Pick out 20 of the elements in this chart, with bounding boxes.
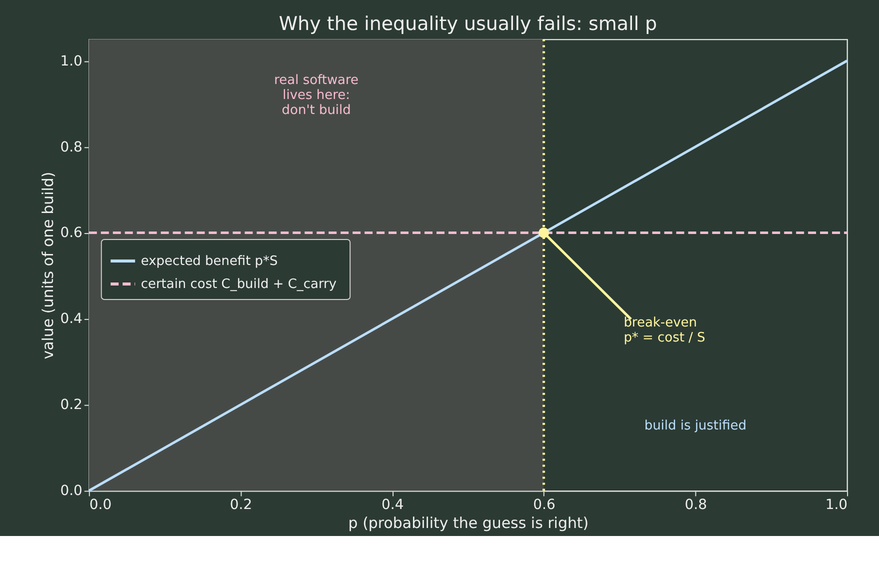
x-axis-title: p (probability the guess is right)	[348, 514, 589, 532]
x-tick-label: 0.2	[230, 497, 252, 514]
annotation: build is justified	[644, 418, 746, 434]
legend-label: certain cost C_build + C_carry	[140, 276, 337, 292]
x-tick-label: 0.6	[533, 497, 556, 514]
band-label: real software lives here: don't build	[274, 73, 359, 118]
y-tick-label: 1.0	[60, 53, 82, 70]
y-tick-label: 0.6	[60, 225, 82, 242]
x-tick-label: 1.0	[825, 497, 848, 514]
legend-label: expected benefit p*S	[140, 254, 278, 270]
y-tick-label: 0.8	[60, 139, 82, 156]
x-tick-label: 0.4	[382, 497, 404, 514]
y-tick-label: 0.4	[60, 311, 83, 328]
y-tick-label: 0.2	[60, 397, 82, 414]
chart-title: Why the inequality usually fails: small p	[278, 13, 658, 36]
x-tick-label: 0.8	[684, 497, 708, 514]
x-tick-label: 0.0	[89, 497, 112, 514]
annotation: break-even p* = cost / S	[624, 316, 706, 346]
y-axis-title: value (units of one build)	[39, 172, 58, 360]
y-tick-label: 0.0	[60, 483, 82, 500]
